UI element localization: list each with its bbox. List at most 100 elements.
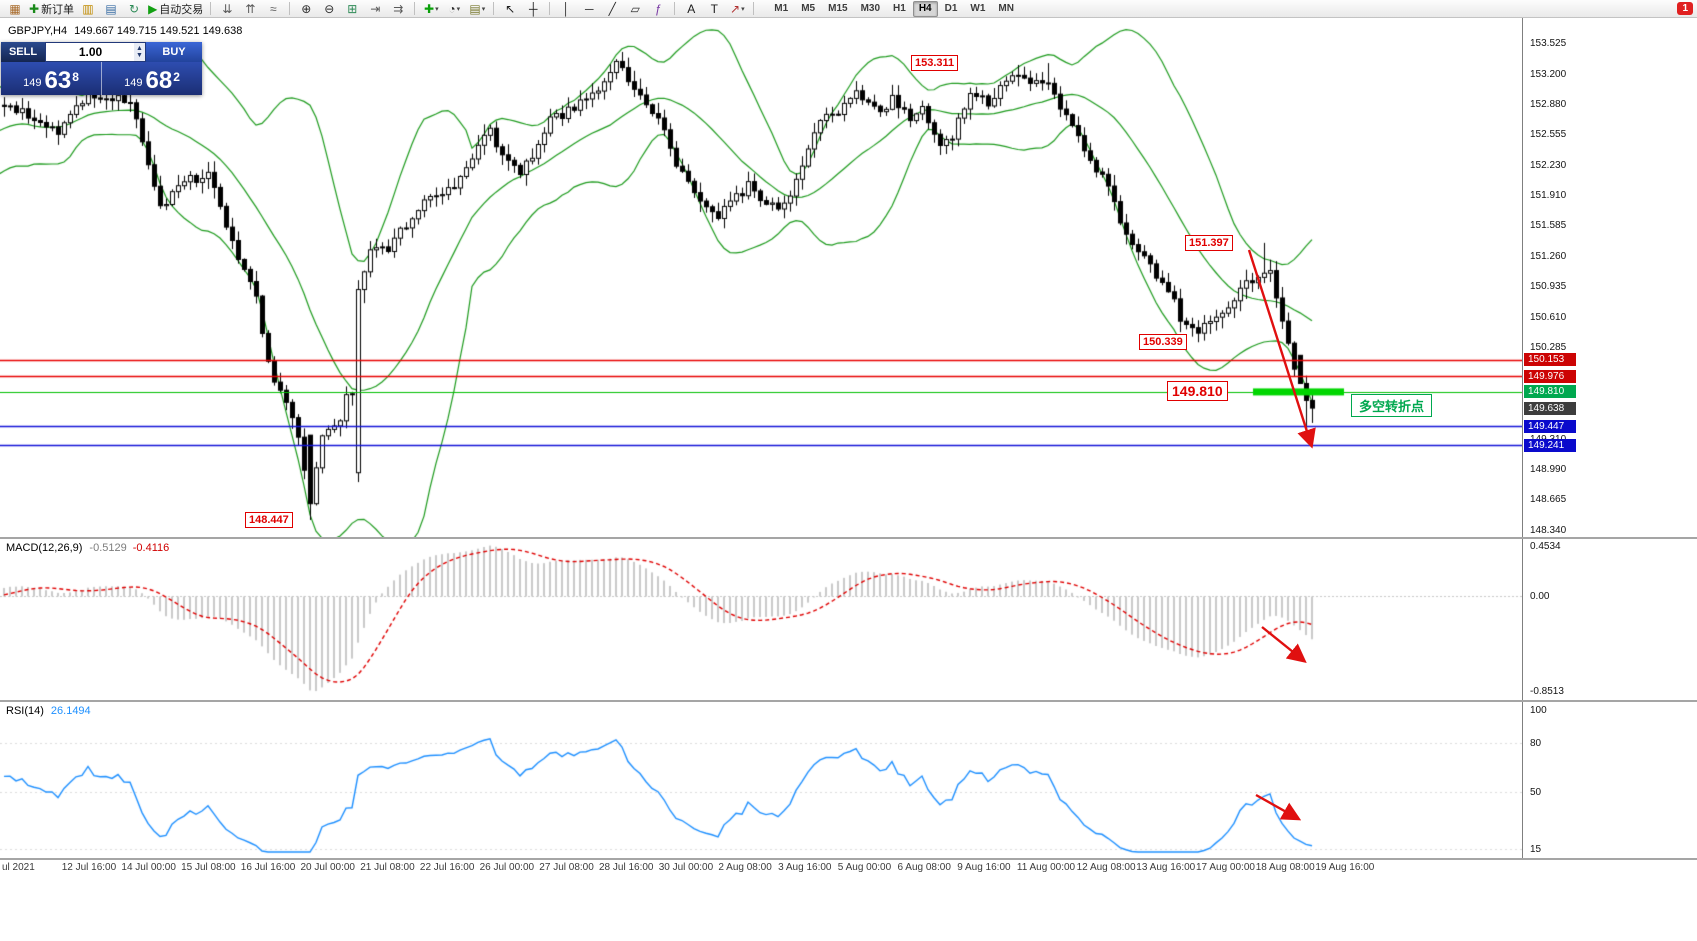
zoom-in-icon[interactable]: ⊕ (295, 1, 317, 17)
price-tag: 150.153 (1524, 353, 1576, 367)
sell-price-display[interactable]: 149 63 8 (1, 62, 101, 95)
timeframe-h4-button[interactable]: H4 (912, 0, 938, 17)
time-axis-label: 17 Aug 00:00 (1196, 862, 1255, 873)
vertical-line-icon[interactable]: │ (555, 1, 577, 17)
buy-button[interactable]: BUY (146, 42, 202, 62)
price-axis[interactable]: 153.525 153.200 152.880 152.555 152.230 151.9… (1522, 18, 1697, 860)
chevron-down-icon: ▾ (481, 5, 486, 13)
sort-ascending-icon[interactable]: ⇈ (239, 1, 261, 17)
buy-price-pip: 2 (173, 70, 180, 84)
timeframe-h1-button[interactable]: H1 (893, 2, 906, 14)
time-axis[interactable]: ul 2021 12 Jul 16:00 14 Jul 00:00 15 Jul 08… (0, 860, 1697, 878)
macd-indicator-canvas[interactable] (0, 539, 1522, 700)
lot-spinner: ▲ ▼ (134, 43, 145, 61)
chart-window-icon-glyph: ▦ (9, 1, 21, 16)
new-order-button-glyph: ✚ (29, 1, 40, 16)
equidistant-channel-icon[interactable]: ▱ (624, 1, 646, 17)
timeframe-m5-button[interactable]: M5 (801, 2, 816, 14)
profiles-icon[interactable]: ▤ (100, 1, 122, 17)
notifications-badge[interactable]: 1 (1677, 2, 1693, 15)
profiles-icon-glyph: ▤ (105, 1, 117, 16)
zoom-out-icon-glyph: ⊖ (324, 1, 335, 16)
rsi-axis-label: 15 (1530, 843, 1542, 855)
timeframe-m30-button[interactable]: M30 (860, 2, 881, 14)
timeframe-mn-button[interactable]: MN (998, 2, 1014, 14)
sell-price-pip: 8 (72, 70, 79, 84)
period-selector-button[interactable]: ◔ ▾ (443, 1, 465, 17)
macd-axis-label: 0.4534 (1530, 540, 1561, 552)
time-axis-label: 21 Jul 08:00 (360, 862, 415, 873)
sort-descending-icon[interactable]: ⇊ (216, 1, 238, 17)
text-label-icon-glyph: T (710, 1, 718, 16)
charts-bar-icon[interactable]: ▥ (77, 1, 99, 17)
buy-price-display[interactable]: 149 68 2 (101, 62, 202, 95)
timeframe-d1-button[interactable]: D1 (944, 2, 958, 14)
chart-shift-icon[interactable]: ⇥ (364, 1, 386, 17)
horizontal-line-icon[interactable]: ─ (578, 1, 600, 17)
time-axis-label: 20 Jul 00:00 (300, 862, 356, 873)
price-tag: 149.810 (1524, 385, 1576, 399)
crosshair-icon[interactable]: ┼ (522, 1, 544, 17)
panel-separator[interactable] (0, 858, 1697, 860)
sort-ascending-icon-glyph: ⇈ (245, 1, 256, 16)
arrows-tool-button[interactable]: ↗ ▾ (726, 1, 748, 17)
lot-increase-button[interactable]: ▲ (136, 45, 143, 52)
cursor-icon[interactable]: ↖ (499, 1, 521, 17)
rsi-title: RSI(14) (6, 705, 44, 717)
chevron-down-icon: ▾ (456, 5, 461, 13)
buy-price-big: 68 (145, 67, 173, 94)
autotrading-button[interactable]: ▶ 自动交易 (146, 1, 205, 17)
time-axis-label: 3 Aug 16:00 (778, 862, 832, 873)
trendline-icon[interactable]: ╱ (601, 1, 623, 17)
timeframe-m1-button[interactable]: M1 (774, 2, 789, 14)
sell-button[interactable]: SELL (1, 42, 45, 62)
toolbar-buttons: ▦ ✚ 新订单 ▥ ▤ ↻ ▶ 自动交易 ⇊ ⇈ ≈ ⊕ ⊖ ⊞ ⇥ ⇉ ✚ ▾ ◔ ▾ ▤ ▾ ↖ ┼ │ ─ ╱ ▱ ƒ A T ↗ ▾ (4, 1, 758, 17)
time-axis-label: 14 Jul 00:00 (121, 862, 176, 873)
template-button[interactable]: ▤ ▾ (466, 1, 488, 17)
lot-decrease-button[interactable]: ▼ (136, 52, 143, 59)
lot-size-field[interactable]: ▲ ▼ (45, 42, 146, 62)
tile-windows-icon-glyph: ⊞ (347, 1, 358, 16)
sell-price-prefix: 149 (23, 77, 42, 89)
price-axis-label: 150.285 (1530, 342, 1567, 354)
time-axis-label: 6 Aug 08:00 (897, 862, 951, 873)
rsi-header: RSI(14) 26.1494 (6, 705, 91, 717)
zoom-out-icon[interactable]: ⊖ (318, 1, 340, 17)
time-axis-label: 11 Aug 00:00 (1016, 862, 1076, 873)
time-axis-label: 22 Jul 16:00 (419, 862, 475, 873)
text-label-icon[interactable]: T (703, 1, 725, 17)
refresh-icon-glyph: ↻ (129, 1, 140, 16)
vertical-line-icon-glyph: │ (562, 1, 571, 16)
chart-shift-icon-glyph: ⇥ (370, 1, 381, 16)
zigzag-tool-icon-glyph: ≈ (270, 1, 277, 16)
new-order-button[interactable]: ✚ 新订单 (27, 1, 76, 17)
tile-windows-icon[interactable]: ⊞ (341, 1, 363, 17)
auto-scroll-icon[interactable]: ⇉ (387, 1, 409, 17)
rsi-indicator-canvas[interactable] (0, 702, 1522, 858)
time-axis-label: 2 Aug 08:00 (718, 862, 772, 873)
text-icon[interactable]: A (680, 1, 702, 17)
lot-size-input[interactable] (46, 43, 145, 61)
panel-separator[interactable] (0, 537, 1697, 539)
timeframe-m15-button[interactable]: M15 (828, 2, 848, 14)
time-axis-label: 18 Aug 08:00 (1255, 862, 1315, 873)
rsi-axis-label: 50 (1530, 786, 1542, 798)
price-axis-label: 153.525 (1530, 38, 1567, 49)
chevron-down-icon: ▾ (741, 5, 745, 13)
charts-bar-icon-glyph: ▥ (82, 1, 94, 16)
toolbar-separator (414, 2, 416, 15)
new-order-button-label: 新订单 (41, 3, 75, 16)
panel-separator[interactable] (0, 700, 1697, 702)
zigzag-tool-icon[interactable]: ≈ (262, 1, 284, 17)
timeframe-toolbar: M1 M5 M15 M30 H1 H4 D1 W1 MN (768, 0, 1020, 17)
price-axis-label: 148.340 (1530, 525, 1567, 536)
refresh-icon[interactable]: ↻ (123, 1, 145, 17)
rsi-axis-label: 80 (1530, 737, 1542, 749)
chart-window-icon[interactable]: ▦ (4, 1, 26, 17)
fibonacci-icon[interactable]: ƒ (647, 1, 669, 17)
price-chart-canvas[interactable] (0, 18, 1522, 537)
time-axis-label: 13 Aug 16:00 (1136, 862, 1196, 873)
add-indicator-button[interactable]: ✚ ▾ (420, 1, 442, 17)
timeframe-w1-button[interactable]: W1 (970, 2, 986, 14)
